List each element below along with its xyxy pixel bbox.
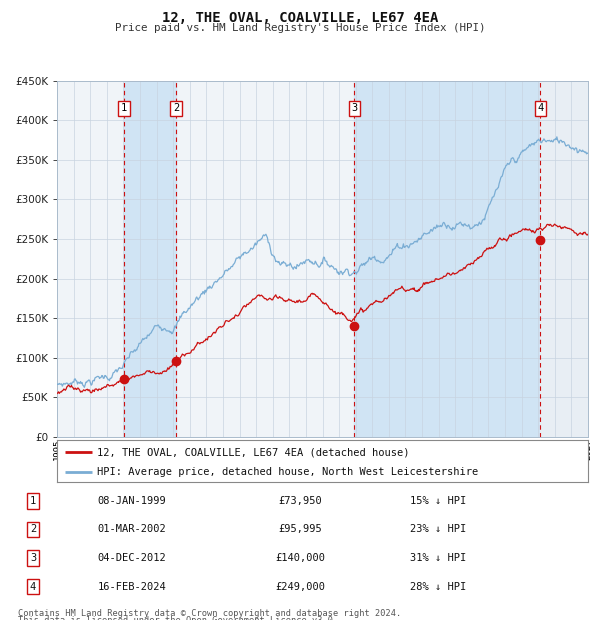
Text: 04-DEC-2012: 04-DEC-2012 xyxy=(98,553,166,563)
Text: HPI: Average price, detached house, North West Leicestershire: HPI: Average price, detached house, Nort… xyxy=(97,467,478,477)
Text: 12, THE OVAL, COALVILLE, LE67 4EA (detached house): 12, THE OVAL, COALVILLE, LE67 4EA (detac… xyxy=(97,447,409,457)
Text: £95,995: £95,995 xyxy=(278,525,322,534)
Text: 12, THE OVAL, COALVILLE, LE67 4EA: 12, THE OVAL, COALVILLE, LE67 4EA xyxy=(162,11,438,25)
Text: 1: 1 xyxy=(30,496,36,506)
Text: 3: 3 xyxy=(30,553,36,563)
Text: Price paid vs. HM Land Registry's House Price Index (HPI): Price paid vs. HM Land Registry's House … xyxy=(115,23,485,33)
Text: This data is licensed under the Open Government Licence v3.0.: This data is licensed under the Open Gov… xyxy=(18,616,338,620)
Text: £140,000: £140,000 xyxy=(275,553,325,563)
Bar xyxy=(124,81,176,437)
Text: 3: 3 xyxy=(351,104,358,113)
Text: 2: 2 xyxy=(30,525,36,534)
Text: 16-FEB-2024: 16-FEB-2024 xyxy=(98,582,166,591)
Text: £73,950: £73,950 xyxy=(278,496,322,506)
Text: £249,000: £249,000 xyxy=(275,582,325,591)
Bar xyxy=(541,81,588,437)
Text: 1: 1 xyxy=(121,104,127,113)
Text: 08-JAN-1999: 08-JAN-1999 xyxy=(98,496,166,506)
Text: Contains HM Land Registry data © Crown copyright and database right 2024.: Contains HM Land Registry data © Crown c… xyxy=(18,609,401,618)
Text: 4: 4 xyxy=(30,582,36,591)
Text: 23% ↓ HPI: 23% ↓ HPI xyxy=(410,525,466,534)
Text: 28% ↓ HPI: 28% ↓ HPI xyxy=(410,582,466,591)
Text: 4: 4 xyxy=(537,104,544,113)
Bar xyxy=(355,81,541,437)
Text: 01-MAR-2002: 01-MAR-2002 xyxy=(98,525,166,534)
Text: 2: 2 xyxy=(173,104,179,113)
Text: 15% ↓ HPI: 15% ↓ HPI xyxy=(410,496,466,506)
Text: 31% ↓ HPI: 31% ↓ HPI xyxy=(410,553,466,563)
